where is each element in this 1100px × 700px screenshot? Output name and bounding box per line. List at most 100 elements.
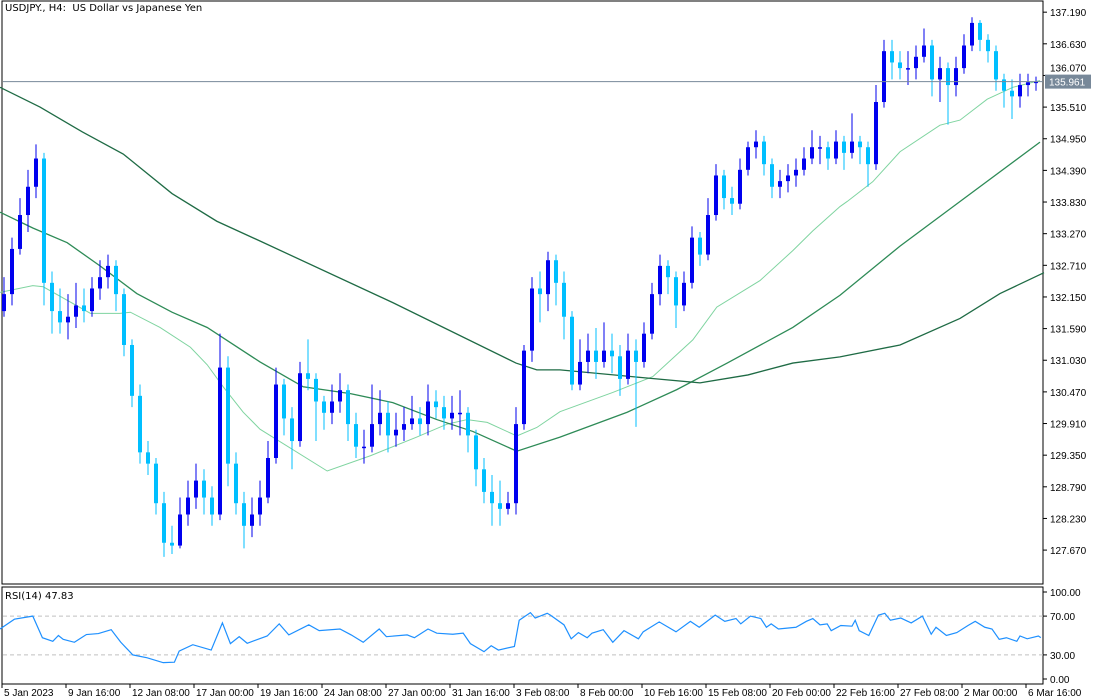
moving-average-mid bbox=[0, 141, 1041, 452]
bullish-candle bbox=[642, 322, 646, 368]
bullish-candle bbox=[938, 56, 942, 103]
candle-body bbox=[906, 68, 910, 70]
bearish-candle bbox=[994, 45, 998, 91]
bullish-candle bbox=[106, 254, 110, 289]
candle-body bbox=[314, 378, 318, 402]
bullish-candle bbox=[690, 226, 694, 289]
candle-body bbox=[818, 147, 822, 149]
candle-body bbox=[194, 480, 198, 498]
candle-body bbox=[42, 158, 46, 283]
bearish-candle bbox=[466, 407, 470, 453]
candle-body bbox=[410, 418, 414, 425]
bearish-candle bbox=[226, 356, 230, 487]
rsi-panel-frame bbox=[1, 586, 1044, 685]
candle-body bbox=[82, 305, 86, 312]
candle-body bbox=[794, 169, 798, 176]
candle-body bbox=[122, 294, 126, 345]
time-tick-label: 3 Feb 08:00 bbox=[516, 688, 570, 699]
bullish-candle bbox=[394, 412, 398, 447]
candle-body bbox=[18, 215, 22, 249]
current-price-badge bbox=[1045, 74, 1091, 89]
bearish-candle bbox=[826, 141, 830, 170]
candle-body bbox=[258, 497, 262, 515]
candle-body bbox=[370, 424, 374, 447]
bullish-candle bbox=[258, 480, 262, 526]
bullish-candle bbox=[546, 251, 550, 312]
candle-body bbox=[514, 424, 518, 504]
bearish-candle bbox=[50, 271, 54, 334]
candle-body bbox=[658, 265, 662, 295]
bullish-candle bbox=[778, 169, 782, 199]
bullish-candle bbox=[2, 277, 6, 317]
candle-body bbox=[402, 424, 406, 430]
price-tick-label: 132.150 bbox=[1050, 293, 1087, 304]
bullish-candle bbox=[370, 384, 374, 453]
candle-body bbox=[90, 288, 94, 312]
candle-body bbox=[450, 412, 454, 419]
price-tick-label: 136.070 bbox=[1050, 64, 1087, 75]
bullish-candle bbox=[178, 497, 182, 549]
bullish-candle bbox=[586, 333, 590, 374]
candle-body bbox=[770, 164, 774, 187]
candle-body bbox=[10, 248, 14, 295]
time-tick-label: 27 Jan 00:00 bbox=[388, 688, 446, 699]
candle-body bbox=[186, 497, 190, 515]
time-tick-label: 22 Feb 16:00 bbox=[836, 688, 895, 699]
bearish-candle bbox=[42, 152, 46, 306]
candle-body bbox=[290, 418, 294, 442]
time-tick-label: 12 Jan 08:00 bbox=[132, 688, 190, 699]
bullish-candle bbox=[786, 164, 790, 193]
bullish-candle bbox=[186, 480, 190, 526]
bullish-candle bbox=[218, 333, 222, 521]
rsi-tick-label: 0.00 bbox=[1050, 675, 1070, 686]
bullish-candle bbox=[26, 169, 30, 232]
bearish-candle bbox=[610, 333, 614, 374]
price-tick-label: 127.670 bbox=[1050, 546, 1087, 557]
bullish-candle bbox=[522, 344, 526, 430]
candle-body bbox=[530, 288, 534, 351]
bearish-candle bbox=[554, 254, 558, 306]
candle-body bbox=[138, 395, 142, 453]
time-tick-label: 24 Jan 08:00 bbox=[324, 688, 382, 699]
candle-body bbox=[490, 491, 494, 504]
candle-body bbox=[274, 384, 278, 458]
candle-body bbox=[858, 141, 862, 148]
bearish-candle bbox=[1002, 73, 1006, 108]
bearish-candle bbox=[978, 20, 982, 52]
bullish-candle bbox=[810, 130, 814, 165]
candle-body bbox=[218, 367, 222, 515]
rsi-tick-label: 70.00 bbox=[1050, 612, 1075, 623]
price-tick-label: 137.190 bbox=[1050, 8, 1087, 19]
price-tick-label: 134.390 bbox=[1050, 166, 1087, 177]
bearish-candle bbox=[434, 390, 438, 419]
candle-body bbox=[2, 294, 6, 312]
candle-body bbox=[386, 412, 390, 436]
main-panel-frame bbox=[1, 0, 1044, 585]
candle-body bbox=[226, 367, 230, 464]
bearish-candle bbox=[234, 452, 238, 515]
price-tick-label: 129.350 bbox=[1050, 451, 1087, 462]
bearish-candle bbox=[858, 135, 862, 165]
bullish-candle bbox=[90, 277, 94, 317]
bullish-candle bbox=[746, 141, 750, 176]
candle-body bbox=[866, 147, 870, 165]
bullish-candle bbox=[794, 158, 798, 187]
candle-body bbox=[474, 435, 478, 470]
bearish-candle bbox=[162, 491, 166, 557]
candle-body bbox=[250, 514, 254, 526]
candle-body bbox=[618, 356, 622, 379]
candle-body bbox=[98, 277, 102, 289]
bearish-candle bbox=[498, 480, 502, 526]
bullish-candle bbox=[874, 85, 878, 170]
candle-body bbox=[890, 51, 894, 63]
price-tick-label: 133.270 bbox=[1050, 230, 1087, 241]
bearish-candle bbox=[82, 288, 86, 323]
candle-body bbox=[498, 503, 502, 509]
candle-body bbox=[74, 305, 78, 317]
candle-body bbox=[242, 503, 246, 526]
price-tick-label: 130.470 bbox=[1050, 388, 1087, 399]
time-tick-label: 2 Mar 00:00 bbox=[964, 688, 1018, 699]
bullish-candle bbox=[802, 147, 806, 176]
time-tick-label: 9 Jan 16:00 bbox=[68, 688, 121, 699]
